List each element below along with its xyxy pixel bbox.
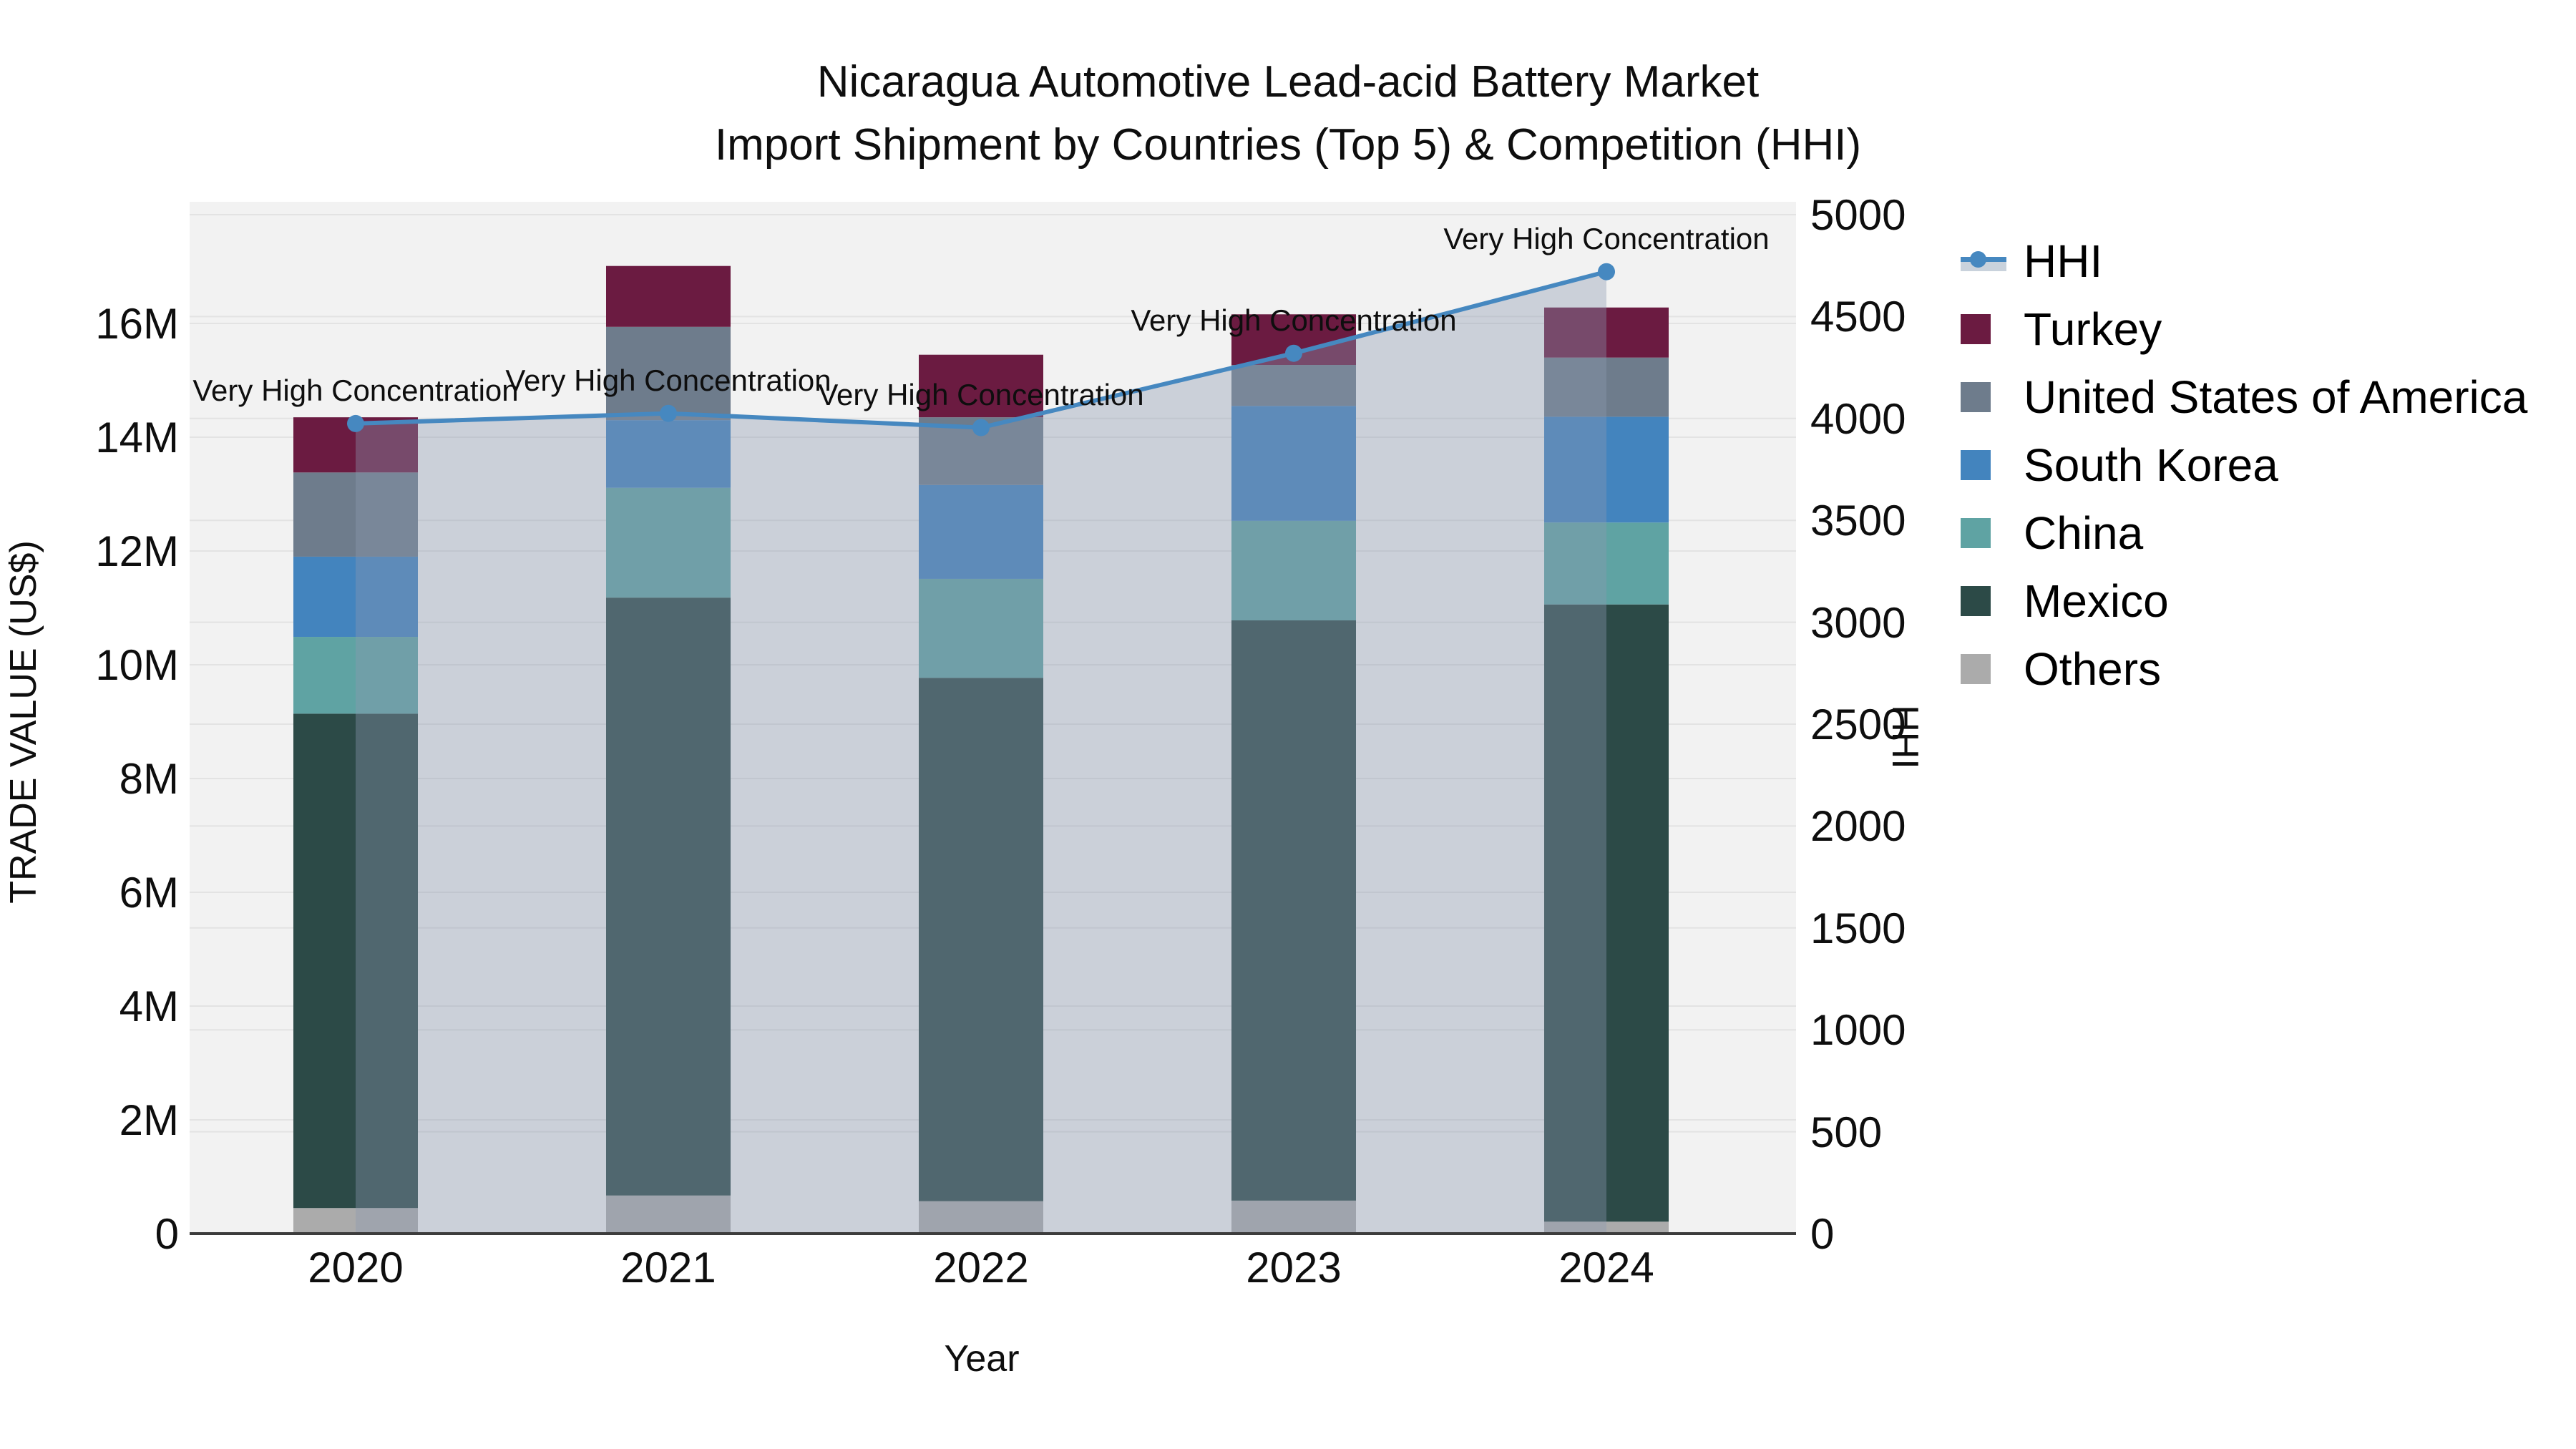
legend-label: Others [2024,643,2162,695]
y-left-tick: 16M [95,300,179,348]
bar-segment-south-korea-2020[interactable] [293,556,418,638]
bar-segment-turkey-2024[interactable] [1544,307,1669,358]
y-left-axis-title: TRADE VALUE (US$) [3,540,44,904]
bar-segment-mexico-2023[interactable] [1231,620,1356,1201]
y-left-tick: 0 [155,1210,179,1258]
annotation-very-high-concentration-2024: Very High Concentration [1443,221,1770,255]
bar-segment-others-2022[interactable] [919,1201,1043,1234]
color-swatch-icon [1961,448,2006,482]
hhi-marker-2022[interactable] [972,419,990,436]
bar-segment-mexico-2021[interactable] [606,597,731,1196]
y-left-tick: 14M [95,414,179,462]
y-right-tick: 0 [1810,1210,1835,1258]
legend-item-south-korea[interactable]: South Korea [1961,431,2527,499]
bar-segment-china-2021[interactable] [606,487,731,598]
legend-label: South Korea [2024,439,2278,491]
bar-segment-others-2020[interactable] [293,1208,418,1234]
y-left-tick: 4M [119,982,179,1030]
bar-segment-south-korea-2022[interactable] [919,484,1043,579]
legend: HHI Turkey United States of America Sout… [1961,227,2527,703]
bar-segment-united-states-of-america-2023[interactable] [1231,365,1356,406]
y-right-tick: 2500 [1810,701,1906,748]
legend-item-china[interactable]: China [1961,499,2527,567]
color-swatch-icon [1961,584,2006,618]
x-tick-2023: 2023 [1246,1244,1342,1292]
legend-item-turkey[interactable]: Turkey [1961,295,2527,363]
bar-segment-united-states-of-america-2020[interactable] [293,472,418,557]
annotation-very-high-concentration-2022: Very High Concentration [818,377,1144,411]
y-right-axis-title: HHI [1884,705,1926,769]
legend-item-mexico[interactable]: Mexico [1961,567,2527,635]
legend-label: HHI [2024,235,2103,287]
annotation-very-high-concentration-2020: Very High Concentration [192,373,519,407]
x-axis-title: Year [944,1338,1020,1380]
legend-item-others[interactable]: Others [1961,635,2527,703]
bar-segment-others-2023[interactable] [1231,1200,1356,1234]
legend-label: China [2024,507,2144,559]
y-right-tick: 3500 [1810,497,1906,545]
color-swatch-icon [1961,380,2006,414]
hhi-marker-2024[interactable] [1598,263,1615,280]
bar-segment-others-2024[interactable] [1544,1221,1669,1234]
y-left-tick: 12M [95,527,179,575]
hhi-marker-2020[interactable] [347,414,364,432]
bar-segment-china-2022[interactable] [919,578,1043,678]
legend-label: Mexico [2024,575,2169,627]
bar-segment-china-2023[interactable] [1231,520,1356,620]
y-right-tick: 1500 [1810,904,1906,952]
bar-segment-mexico-2024[interactable] [1544,604,1669,1222]
color-swatch-icon [1961,516,2006,550]
y-right-tick: 500 [1810,1108,1883,1156]
legend-item-usa[interactable]: United States of America [1961,363,2527,431]
annotation-very-high-concentration-2021: Very High Concentration [505,363,831,397]
hhi-marker-2021[interactable] [660,404,677,422]
annotation-very-high-concentration-2023: Very High Concentration [1131,303,1457,337]
color-swatch-icon [1961,652,2006,686]
y-right-tick: 3000 [1810,598,1906,647]
x-tick-2024: 2024 [1558,1244,1654,1292]
x-tick-2021: 2021 [620,1244,716,1292]
y-left-tick: 2M [119,1096,179,1144]
x-tick-2020: 2020 [308,1244,404,1292]
bar-segment-south-korea-2023[interactable] [1231,406,1356,521]
y-right-tick: 5000 [1810,191,1906,239]
y-right-tick: 4000 [1810,394,1906,443]
bar-segment-united-states-of-america-2021[interactable] [606,326,731,421]
hhi-marker-2023[interactable] [1285,344,1302,362]
bar-segment-south-korea-2024[interactable] [1544,416,1669,523]
y-left-tick: 8M [119,755,179,803]
bar-segment-mexico-2022[interactable] [919,678,1043,1201]
bar-segment-turkey-2021[interactable] [606,265,731,327]
legend-item-hhi[interactable]: HHI [1961,227,2527,295]
bar-segment-united-states-of-america-2024[interactable] [1544,357,1669,417]
bar-segment-turkey-2022[interactable] [919,354,1043,418]
y-right-tick: 1000 [1810,1006,1906,1055]
bar-segment-mexico-2020[interactable] [293,713,418,1209]
y-right-tick: 2000 [1810,802,1906,851]
color-swatch-icon [1961,312,2006,346]
y-right-tick: 4500 [1810,293,1906,341]
hhi-line-icon [1961,244,2006,278]
bar-segment-china-2020[interactable] [293,637,418,714]
bar-segment-china-2024[interactable] [1544,522,1669,605]
x-tick-2022: 2022 [933,1244,1029,1292]
y-left-tick: 6M [119,869,179,917]
hhi-area-fill [356,271,1606,1234]
bar-segment-south-korea-2021[interactable] [606,420,731,488]
y-left-tick: 10M [95,641,179,689]
legend-label: Turkey [2024,303,2162,355]
bar-segment-others-2021[interactable] [606,1195,731,1234]
chart-title-line1: Nicaragua Automotive Lead-acid Battery M… [816,57,1760,107]
legend-label: United States of America [2024,371,2528,423]
chart-title-line2: Import Shipment by Countries (Top 5) & C… [714,120,1862,170]
